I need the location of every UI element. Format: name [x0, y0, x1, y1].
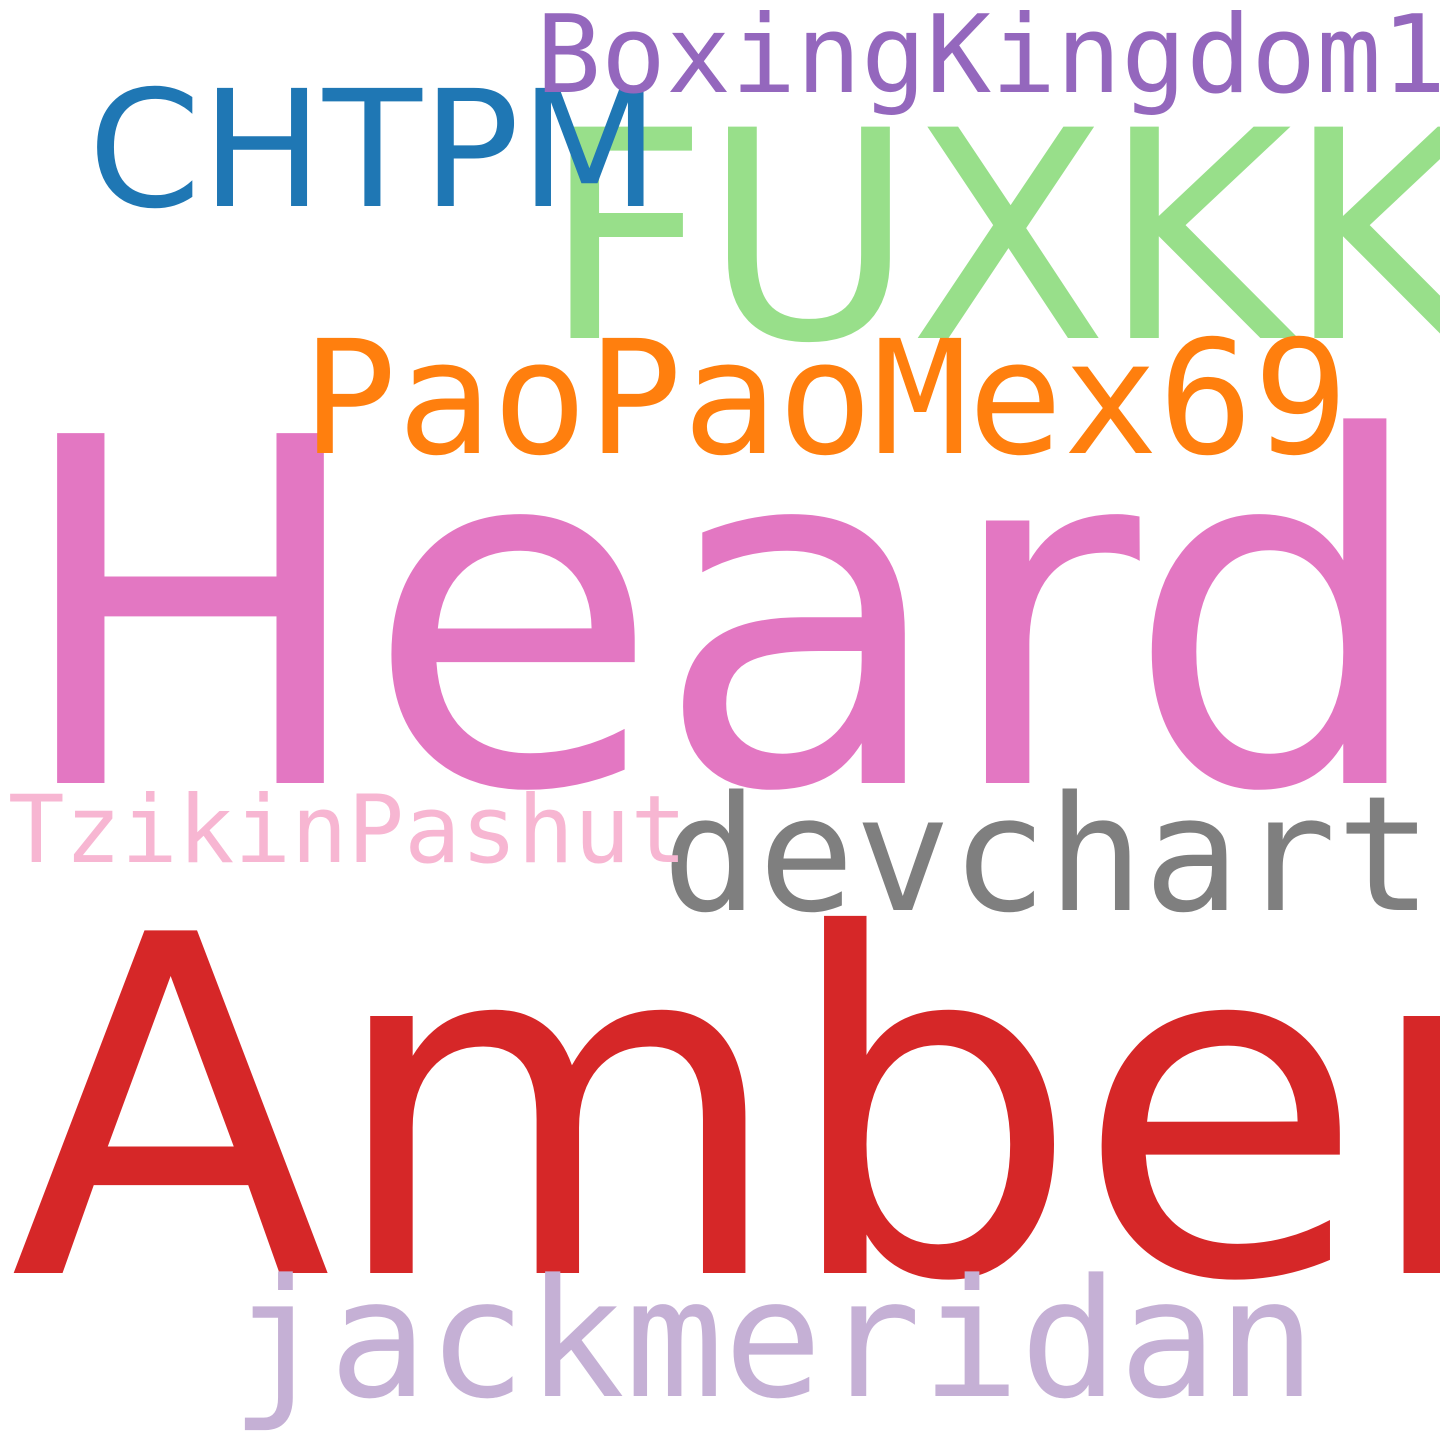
word-devchart: devchart: [662, 761, 1433, 948]
word-tzikinpashut: TzikinPashut: [8, 776, 688, 885]
word-paopaomex69: PaoPaoMex69: [302, 307, 1349, 491]
word-jackmeridan: jackmeridan: [230, 1244, 1317, 1435]
word-amber: Amber: [10, 837, 1440, 1384]
word-chtpm: CHTPM: [88, 57, 660, 245]
word-heard: Heard: [10, 338, 1430, 897]
word-boxingkingdom14: BoxingKingdom14: [536, 0, 1440, 118]
word-fuxkk: FUXKK: [542, 70, 1440, 407]
